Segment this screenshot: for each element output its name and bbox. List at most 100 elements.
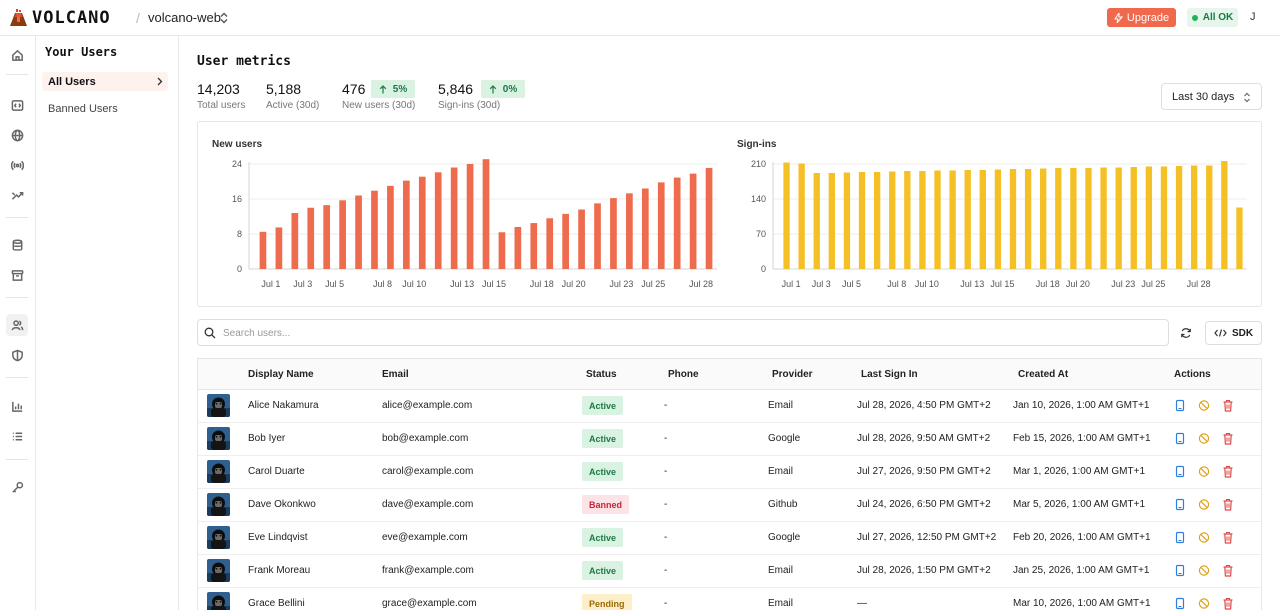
chart-bar[interactable] [828,173,836,269]
table-row[interactable]: Grace Bellini grace@example.com Pending - Em… [198,588,1261,610]
chart-bar[interactable] [641,188,649,270]
chart-bar[interactable] [466,164,474,269]
bar-chart-icon[interactable] [6,395,28,417]
ban-user-icon[interactable] [1198,399,1210,412]
chart-bar[interactable] [594,203,601,269]
ban-user-icon[interactable] [1198,465,1210,478]
shield-icon[interactable] [6,344,28,366]
delete-user-icon[interactable] [1222,597,1234,610]
chart-bar[interactable] [355,195,362,270]
user-avatar-icon[interactable] [207,559,230,582]
chart-bar[interactable] [858,172,866,269]
table-row[interactable]: Bob Iyer bob@example.com Active - Google Jul … [198,423,1261,456]
chart-bar[interactable] [562,213,570,269]
edit-user-icon[interactable] [1174,597,1186,610]
user-avatar-icon[interactable] [207,394,230,417]
chart-bar[interactable] [1009,169,1017,269]
delete-user-icon[interactable] [1222,465,1234,478]
chart-bar[interactable] [1024,169,1032,269]
user-avatar-icon[interactable] [207,493,230,516]
edit-user-icon[interactable] [1174,465,1186,478]
chart-bar[interactable] [964,170,971,269]
key-icon[interactable] [6,476,28,498]
table-row[interactable]: Frank Moreau frank@example.com Active - Emai… [198,555,1261,588]
chart-bar[interactable] [1100,167,1107,270]
chart-bar[interactable] [434,172,442,269]
ban-user-icon[interactable] [1198,564,1210,577]
home-icon[interactable] [6,44,28,66]
chevron-updown-icon[interactable] [219,12,229,24]
edit-user-icon[interactable] [1174,564,1186,577]
refresh-button[interactable] [1176,323,1196,343]
chart-bar[interactable] [610,198,617,269]
delete-user-icon[interactable] [1222,531,1234,544]
user-avatar-icon[interactable] [207,427,230,450]
edit-user-icon[interactable] [1174,498,1186,511]
shuffle-icon[interactable] [6,184,28,206]
chart-bar[interactable] [673,177,681,269]
chart-bar[interactable] [798,163,805,270]
chart-bar[interactable] [1040,168,1047,270]
chart-bar[interactable] [657,182,665,269]
chart-bar[interactable] [1175,166,1183,269]
column-header-phone[interactable]: Phone [668,369,699,380]
broadcast-icon[interactable] [6,154,28,176]
chart-bar[interactable] [689,173,697,269]
column-header-status[interactable]: Status [586,369,617,380]
project-name[interactable]: volcano-web [148,10,221,25]
delete-user-icon[interactable] [1222,399,1234,412]
subnav-item-banned-users[interactable]: Banned Users [42,99,168,118]
chart-bar[interactable] [450,167,458,270]
chart-bar[interactable] [1070,168,1077,269]
chart-bar[interactable] [275,227,283,269]
sdk-button[interactable]: SDK [1205,321,1262,345]
edit-user-icon[interactable] [1174,399,1186,412]
chart-bar[interactable] [339,200,346,269]
search-input[interactable] [223,325,1123,341]
chart-bar[interactable] [705,167,713,269]
chart-bar[interactable] [387,185,394,269]
chart-bar[interactable] [904,171,911,269]
delete-user-icon[interactable] [1222,498,1234,511]
chart-bar[interactable] [1055,168,1062,269]
ban-user-icon[interactable] [1198,597,1210,610]
chart-bar[interactable] [514,227,522,269]
user-avatar-icon[interactable] [207,460,230,483]
column-header-created-at[interactable]: Created At [1018,369,1069,380]
list-icon[interactable] [6,425,28,447]
chart-bar[interactable] [979,170,986,269]
chart-bar[interactable] [813,173,820,269]
code-icon[interactable] [6,94,28,116]
chart-bar[interactable] [1190,165,1198,270]
chart-bar[interactable] [626,193,633,269]
chart-bar[interactable] [1130,167,1137,269]
chart-bar[interactable] [307,207,315,269]
chart-bar[interactable] [498,232,506,269]
chart-bar[interactable] [783,162,790,270]
globe-icon[interactable] [6,124,28,146]
delete-user-icon[interactable] [1222,564,1234,577]
chart-bar[interactable] [323,205,331,269]
chart-bar[interactable] [934,170,941,270]
chart-bar[interactable] [919,171,926,269]
chart-bar[interactable] [843,172,851,270]
chart-bar[interactable] [482,159,490,269]
user-avatar-icon[interactable] [207,526,230,549]
column-header-last-sign-in[interactable]: Last Sign In [861,369,918,380]
chart-bar[interactable] [371,190,378,269]
column-header-display-name[interactable]: Display Name [248,369,314,380]
database-icon[interactable] [6,234,28,256]
subnav-item-all-users[interactable]: All Users [42,72,168,91]
table-row[interactable]: Dave Okonkwo dave@example.com Banned - Githu… [198,489,1261,522]
ban-user-icon[interactable] [1198,498,1210,511]
chart-bar[interactable] [418,176,426,269]
table-row[interactable]: Eve Lindqvist eve@example.com Active - Googl… [198,522,1261,555]
chart-bar[interactable] [546,218,554,269]
chart-bar[interactable] [1221,161,1228,269]
chart-bar[interactable] [1206,165,1213,270]
archive-icon[interactable] [6,264,28,286]
user-avatar[interactable]: J [1250,11,1256,23]
app-logo-text[interactable]: VOLCANO [32,8,111,28]
delete-user-icon[interactable] [1222,432,1234,445]
table-row[interactable]: Alice Nakamura alice@example.com Active - Em… [198,390,1261,423]
